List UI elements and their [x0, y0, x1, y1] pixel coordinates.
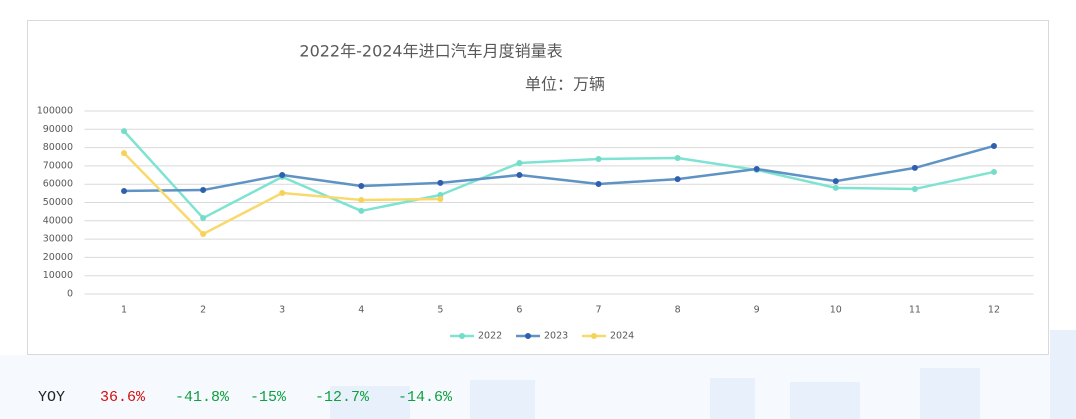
data-point [121, 128, 128, 135]
data-point [674, 155, 681, 162]
data-point [200, 215, 207, 222]
x-tick-label: 7 [596, 305, 602, 316]
yoy-value: -12.7% [315, 389, 370, 406]
data-point [832, 184, 839, 191]
x-tick-label: 8 [675, 305, 681, 316]
data-point [990, 168, 997, 175]
series-line [124, 144, 995, 193]
chart-subtitle: 单位：万辆 [525, 75, 605, 94]
data-point [121, 150, 128, 157]
yoy-label: YOY [38, 389, 65, 406]
x-tick-label: 2 [200, 305, 206, 316]
data-point [516, 172, 523, 179]
y-tick-label: 60000 [43, 179, 73, 190]
yoy-value: 36.6% [100, 389, 146, 406]
data-point [200, 187, 207, 194]
y-tick-label: 0 [67, 289, 73, 300]
x-tick-label: 9 [754, 305, 760, 316]
x-tick-label: 1 [121, 305, 127, 316]
legend-label: 2023 [544, 331, 568, 342]
yoy-value: -15% [250, 389, 287, 406]
data-point [516, 159, 523, 166]
data-point [832, 178, 839, 185]
y-tick-label: 30000 [43, 234, 73, 245]
data-point [358, 207, 365, 214]
data-point [121, 187, 128, 194]
y-tick-label: 20000 [43, 252, 73, 263]
x-tick-label: 11 [909, 305, 921, 316]
data-point [437, 179, 444, 186]
data-point [200, 230, 207, 237]
x-tick-label: 10 [830, 305, 842, 316]
data-point [911, 164, 918, 171]
data-point [279, 189, 286, 196]
y-tick-label: 70000 [43, 160, 73, 171]
x-tick-label: 3 [279, 305, 285, 316]
legend-label: 2022 [478, 331, 502, 342]
x-tick-label: 4 [358, 305, 364, 316]
data-point [674, 176, 681, 183]
legend-marker [591, 333, 597, 339]
legend-label: 2024 [610, 331, 634, 342]
chart-title: 2022年-2024年进口汽车月度销量表 [299, 42, 562, 61]
data-point [595, 155, 602, 162]
y-tick-label: 90000 [43, 124, 73, 135]
data-point [595, 181, 602, 188]
data-point [753, 166, 760, 173]
y-tick-label: 10000 [43, 270, 73, 281]
x-tick-label: 12 [988, 305, 1000, 316]
x-tick-label: 5 [437, 305, 443, 316]
data-point [437, 196, 444, 203]
yoy-value: -41.8% [175, 389, 230, 406]
data-point [279, 172, 286, 179]
y-tick-label: 100000 [37, 106, 73, 117]
legend-marker [459, 333, 465, 339]
background-decoration [0, 330, 1076, 419]
data-point [911, 185, 918, 192]
legend-marker [525, 333, 531, 339]
y-tick-label: 80000 [43, 142, 73, 153]
series-line [123, 130, 995, 220]
x-tick-label: 6 [516, 305, 522, 316]
yoy-value: -14.6% [398, 389, 453, 406]
data-point [990, 142, 997, 149]
data-point [358, 183, 365, 190]
y-tick-label: 40000 [43, 215, 73, 226]
y-tick-label: 50000 [43, 197, 73, 208]
data-point [358, 196, 365, 203]
